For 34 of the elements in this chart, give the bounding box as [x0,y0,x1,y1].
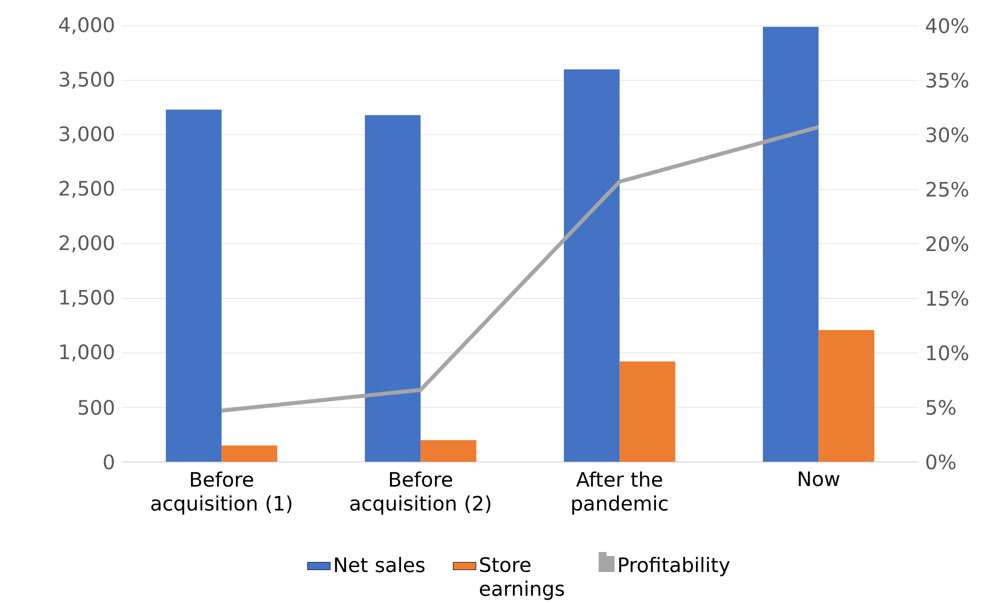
bar [564,69,620,462]
y-tick-label: 1,500 [60,290,114,307]
y-tick-label: 4,000 [59,17,114,34]
y2-tick-label: 40% [926,18,968,34]
y2-tick-label: 35% [926,72,968,88]
y2-tick-label: 10% [927,345,968,360]
bar [364,115,421,462]
bar [166,110,222,462]
y-tick-label: 3,000 [60,126,114,144]
legend-label: Store earnings [480,557,564,600]
legend-label: Profitability [619,556,730,576]
bar [818,330,874,462]
y2-tick-label: 0% [926,454,956,470]
x-tick-label: Before acquisition (1) [151,471,292,515]
x-tick-label: Now [798,471,840,486]
y-tick-label: 2,000 [60,235,114,252]
x-tick-label: Before acquisition (2) [350,471,490,515]
y-tick-label: 1,000 [60,344,114,362]
y-tick-label: 2,500 [60,180,114,198]
legend-label: Net sales [335,556,425,572]
y-tick-label: 500 [78,400,114,415]
y2-tick-label: 5% [926,400,956,415]
y2-tick-label: 15% [927,290,968,306]
x-tick-label: After the pandemic [572,471,668,515]
bar [620,362,676,462]
y2-tick-label: 20% [926,236,968,252]
line-series [220,125,821,413]
bar [420,440,476,462]
y-tick-label: 3,500 [60,72,114,89]
y2-tick-label: 30% [926,127,968,142]
bar [762,26,819,462]
y2-tick-label: 25% [926,182,968,197]
y-tick-label: 0 [104,454,114,470]
bar [222,445,278,462]
